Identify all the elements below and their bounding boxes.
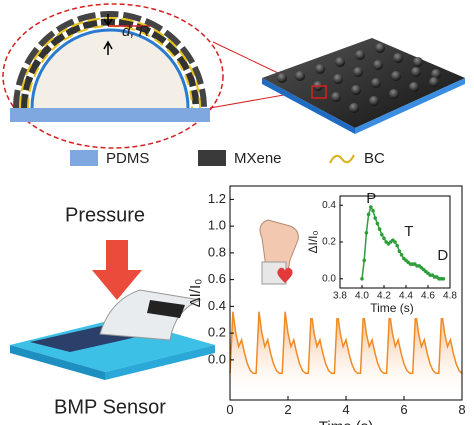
y-tick-label: 0.0 — [208, 351, 226, 366]
sensor-label: BMP Sensor — [54, 396, 166, 418]
y-tick-label: 0.8 — [208, 244, 226, 259]
point — [373, 216, 378, 220]
y-tick-label: 0.4 — [322, 200, 336, 211]
point — [366, 212, 371, 217]
textured-plate — [209, 38, 465, 134]
x-axis-label: Time (s) — [319, 418, 373, 425]
y-tick-label: 0.0 — [322, 273, 336, 284]
point — [382, 236, 386, 241]
x-tick-label: 4.4 — [399, 291, 413, 302]
x-tick-label: 4.0 — [355, 291, 369, 302]
point — [371, 208, 375, 213]
legend-swatch — [329, 154, 355, 164]
dimension-label: d, R — [122, 23, 150, 40]
y-tick-label: 0.4 — [208, 298, 226, 313]
x-tick-label: 4.2 — [377, 291, 391, 302]
point — [397, 249, 402, 253]
point — [393, 240, 397, 244]
y-tick-label: 1.0 — [208, 218, 226, 233]
x-tick-label: 4 — [342, 402, 349, 417]
inset-background — [310, 190, 460, 318]
x-tick-label: 8 — [458, 402, 465, 417]
point — [369, 205, 373, 209]
x-axis-label: Time (s) — [370, 301, 414, 315]
y-tick-label: 0.2 — [208, 325, 226, 340]
point — [377, 227, 382, 231]
point — [360, 277, 364, 281]
point — [362, 258, 367, 263]
annotation: T — [404, 223, 413, 240]
annotation: D — [437, 247, 448, 264]
sensor-illustration: Pressure BMP Sensor — [10, 204, 215, 418]
pressure-label: Pressure — [65, 204, 145, 226]
point — [375, 221, 380, 226]
cross-section: d, R — [2, 3, 224, 149]
legend-label: PDMS — [106, 150, 149, 167]
main-chart: 0 2 4 6 8 0.0 0.2 0.4 0.6 0.8 1.0 1.2 Time (s) ΔI/I₀ — [187, 185, 466, 425]
y-tick-label: 1.2 — [208, 191, 226, 206]
y-tick-label: 0.2 — [322, 237, 336, 248]
y-axis-label: ΔI/I₀ — [187, 279, 204, 308]
legend-swatch — [70, 150, 98, 166]
x-tick-label: 6 — [400, 402, 407, 417]
y-tick-label: 0.6 — [208, 271, 226, 286]
point — [380, 232, 384, 237]
wrist-icon — [259, 219, 299, 285]
x-tick-label: 0 — [226, 402, 233, 417]
annotation: P — [366, 190, 376, 207]
legend-label: BC — [364, 150, 385, 167]
line — [229, 311, 463, 375]
point — [364, 231, 369, 235]
x-tick-label: 4.6 — [421, 291, 435, 302]
point — [395, 243, 400, 248]
x-tick-label: 4.8 — [443, 291, 457, 302]
legend-swatch — [198, 150, 226, 166]
y-axis-label: ΔI/I₀ — [306, 230, 320, 253]
point — [441, 277, 446, 281]
legend-label: MXene — [234, 150, 282, 167]
inset-chart: P T D 3.8 4.0 4.2 4.4 4.6 4.8 0.0 0.2 0.4 Time (s) ΔI… — [306, 190, 460, 318]
x-tick-label: 3.8 — [333, 291, 347, 302]
legend: PDMS MXene BC — [70, 150, 385, 167]
x-tick-label: 2 — [284, 402, 291, 417]
point — [399, 253, 404, 257]
